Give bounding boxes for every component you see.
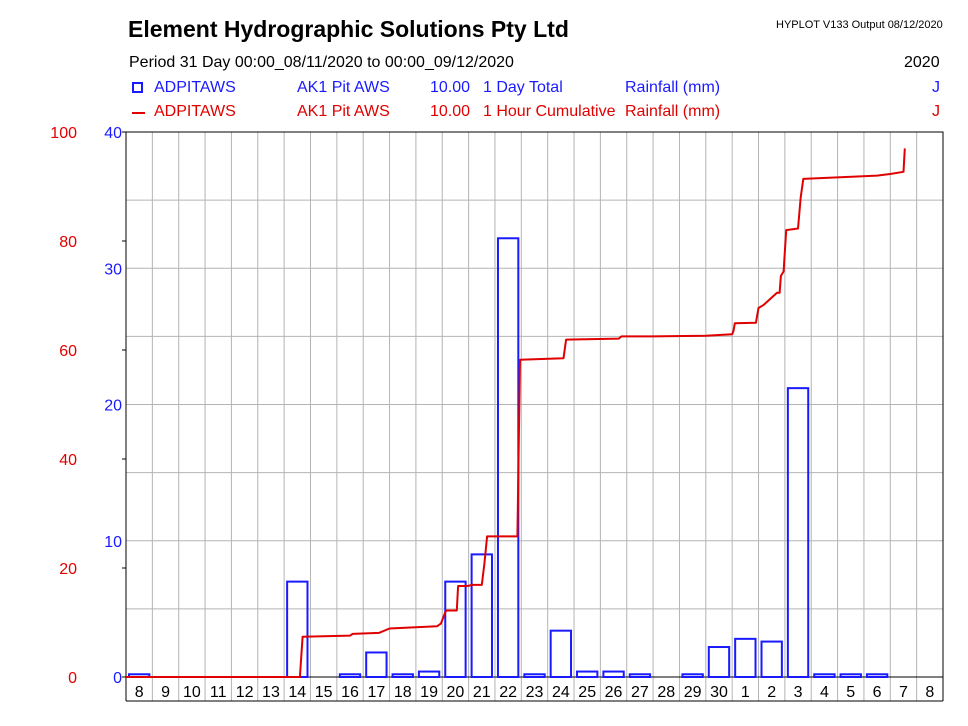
x-tick-label: 6 — [873, 684, 882, 701]
legend-varnum: 10.00 — [430, 79, 471, 96]
bar-day-total — [760, 640, 783, 679]
bar-day-total — [523, 673, 546, 679]
legend-unit: Rainfall (mm) — [625, 103, 721, 120]
legend-site: ADPITAWS — [154, 103, 236, 120]
x-tick-label: 25 — [578, 684, 596, 701]
version-label: HYPLOT V133 Output 08/12/2020 — [776, 19, 943, 31]
legend-box-icon — [132, 82, 143, 93]
y-left-tick-label: 100 — [50, 125, 77, 142]
legend-unit: Rainfall (mm) — [625, 79, 721, 96]
x-tick-label: 17 — [367, 684, 385, 701]
legend-station: AK1 Pit AWS — [297, 79, 390, 96]
x-tick-label: 14 — [288, 684, 306, 701]
legend-varnum: 10.00 — [430, 103, 471, 120]
y-left-tick-label: 60 — [59, 343, 77, 360]
bar-day-total — [707, 646, 731, 679]
legend-line-icon — [132, 112, 145, 114]
y-right-tick-label: 10 — [104, 534, 122, 551]
y-right-tick-label: 30 — [104, 261, 122, 278]
bar-day-total — [549, 629, 573, 678]
bar-day-total — [628, 673, 652, 679]
x-tick-label: 16 — [341, 684, 359, 701]
y-right-tick-label: 40 — [104, 125, 122, 142]
x-tick-label: 8 — [925, 684, 934, 701]
bar-day-total — [286, 580, 309, 678]
bar-day-total — [813, 673, 836, 679]
y-left-tick-label: 20 — [59, 561, 77, 578]
bar-day-total — [391, 673, 414, 679]
x-tick-label: 20 — [447, 684, 465, 701]
bar-day-total — [576, 670, 599, 678]
y-right-tick-label: 20 — [104, 398, 122, 415]
bar-day-total — [681, 673, 704, 679]
y-left-tick-label: 0 — [68, 670, 77, 687]
bar-day-total — [444, 580, 467, 678]
x-tick-label: 12 — [236, 684, 254, 701]
x-tick-label: 5 — [846, 684, 855, 701]
bar-day-total — [786, 387, 810, 678]
x-tick-label: 30 — [710, 684, 728, 701]
chart-title: Element Hydrographic Solutions Pty Ltd — [128, 16, 569, 42]
bar-day-total — [470, 553, 493, 678]
bar-day-total — [417, 670, 441, 678]
legend-desc: 1 Day Total — [483, 79, 563, 96]
bar-day-total — [496, 237, 520, 678]
bar-day-total — [839, 673, 862, 679]
x-tick-label: 27 — [631, 684, 649, 701]
x-tick-label: 26 — [605, 684, 623, 701]
line-hour-cumulative — [126, 148, 906, 678]
x-tick-label: 13 — [262, 684, 280, 701]
x-tick-label: 15 — [315, 684, 333, 701]
x-tick-label: 1 — [741, 684, 750, 701]
y-right-tick-label: 0 — [113, 670, 122, 687]
legend-desc: 1 Hour Cumulative — [483, 103, 616, 120]
x-tick-label: 22 — [499, 684, 517, 701]
x-tick-label: 4 — [820, 684, 829, 701]
x-tick-label: 28 — [657, 684, 675, 701]
x-tick-label: 18 — [394, 684, 412, 701]
x-tick-label: 7 — [899, 684, 908, 701]
legend-entry-day-total: ADPITAWS AK1 Pit AWS 10.00 1 Day Total R… — [132, 79, 942, 99]
x-tick-label: 23 — [526, 684, 544, 701]
x-tick-label: 29 — [684, 684, 702, 701]
legend-site: ADPITAWS — [154, 79, 236, 96]
x-tick-label: 10 — [183, 684, 201, 701]
bar-day-total — [602, 670, 625, 678]
year-label: 2020 — [904, 54, 940, 71]
x-tick-label: 21 — [473, 684, 491, 701]
bar-day-total — [365, 651, 388, 678]
legend-station: AK1 Pit AWS — [297, 103, 390, 120]
period-label: Period 31 Day 00:00_08/11/2020 to 00:00_… — [129, 54, 514, 71]
y-left-tick-label: 40 — [59, 452, 77, 469]
x-tick-label: 24 — [552, 684, 570, 701]
x-tick-label: 19 — [420, 684, 438, 701]
bar-day-total — [338, 673, 362, 679]
x-tick-label: 9 — [161, 684, 170, 701]
legend-entry-hour-cumulative: ADPITAWS AK1 Pit AWS 10.00 1 Hour Cumula… — [132, 103, 942, 123]
x-tick-label: 11 — [210, 684, 227, 701]
legend-flag: J — [932, 103, 940, 120]
y-left-tick-label: 80 — [59, 234, 77, 251]
x-tick-label: 3 — [794, 684, 803, 701]
bar-day-total — [734, 637, 757, 678]
legend-flag: J — [932, 79, 940, 96]
x-tick-label: 2 — [767, 684, 776, 701]
bar-day-total — [865, 673, 889, 679]
x-tick-label: 8 — [135, 684, 144, 701]
